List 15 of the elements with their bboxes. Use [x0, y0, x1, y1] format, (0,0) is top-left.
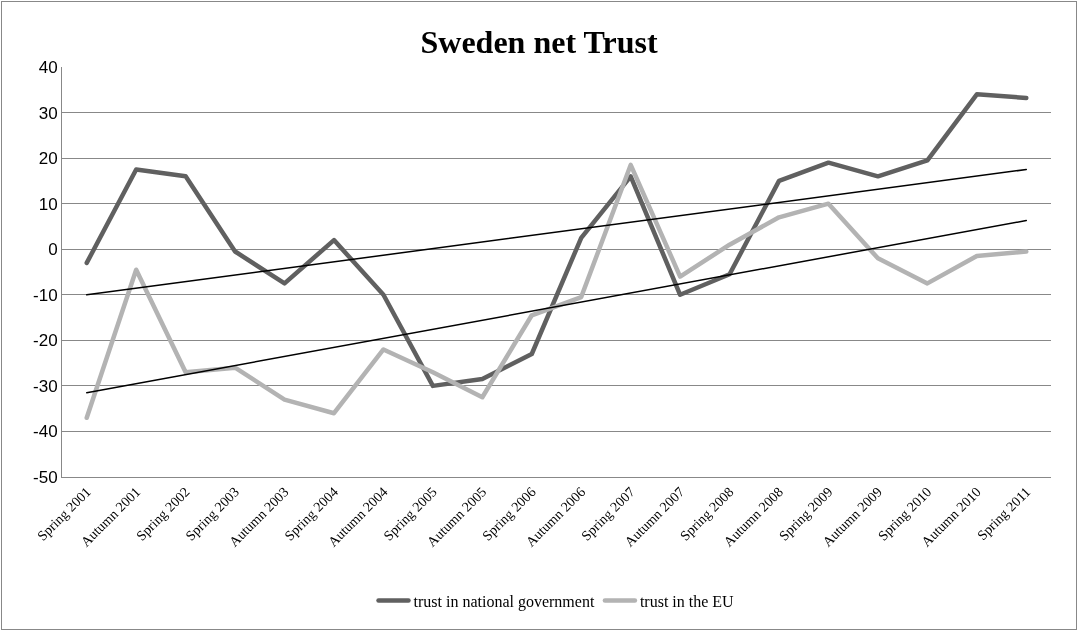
line-series: [84, 92, 1029, 389]
y-tick-label: 40: [38, 57, 58, 77]
legend-label: trust in the EU: [639, 592, 735, 610]
y-tick-label: -40: [33, 422, 58, 442]
y-tick-label: 20: [38, 149, 58, 169]
y-tick-label: -50: [33, 467, 58, 487]
y-tick-label: -20: [33, 331, 58, 351]
y-tick-label: -10: [33, 285, 58, 305]
y-tick-label: -30: [33, 376, 58, 396]
y-tick-label: 30: [38, 103, 58, 123]
y-tick-label: 10: [38, 194, 58, 214]
y-tick-label: 0: [48, 240, 58, 260]
line-series: [84, 162, 1029, 421]
legend-label: trust in national government: [413, 592, 595, 611]
chart-title: Sweden net Trust: [420, 23, 658, 60]
